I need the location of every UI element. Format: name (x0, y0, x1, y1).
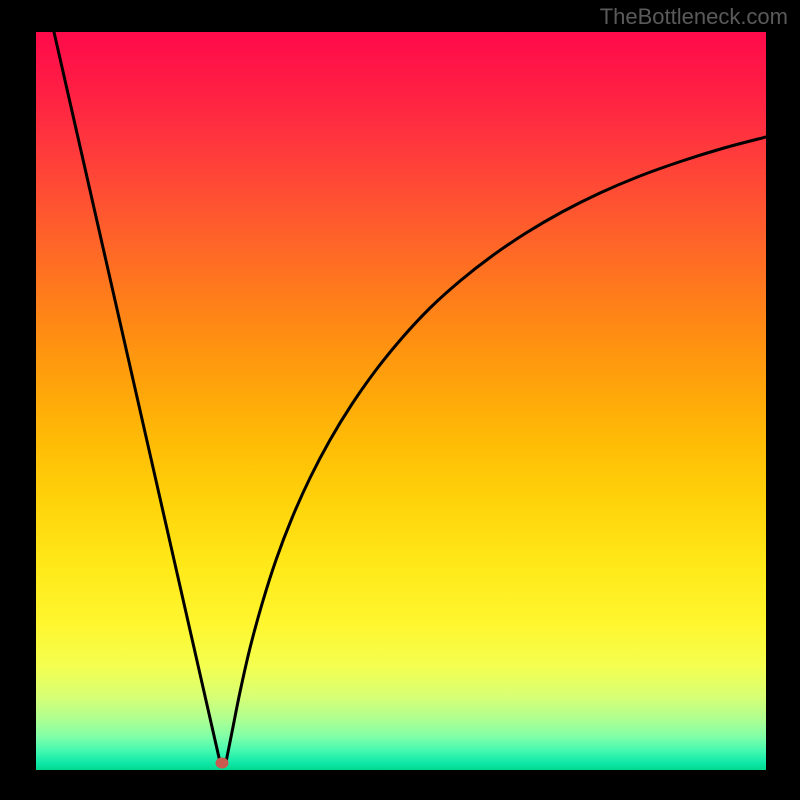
optimal-point-marker (216, 758, 229, 769)
plot-area (36, 32, 766, 770)
watermark-text: TheBottleneck.com (600, 4, 788, 30)
chart-container: TheBottleneck.com (0, 0, 800, 800)
bottleneck-curve (36, 32, 766, 770)
